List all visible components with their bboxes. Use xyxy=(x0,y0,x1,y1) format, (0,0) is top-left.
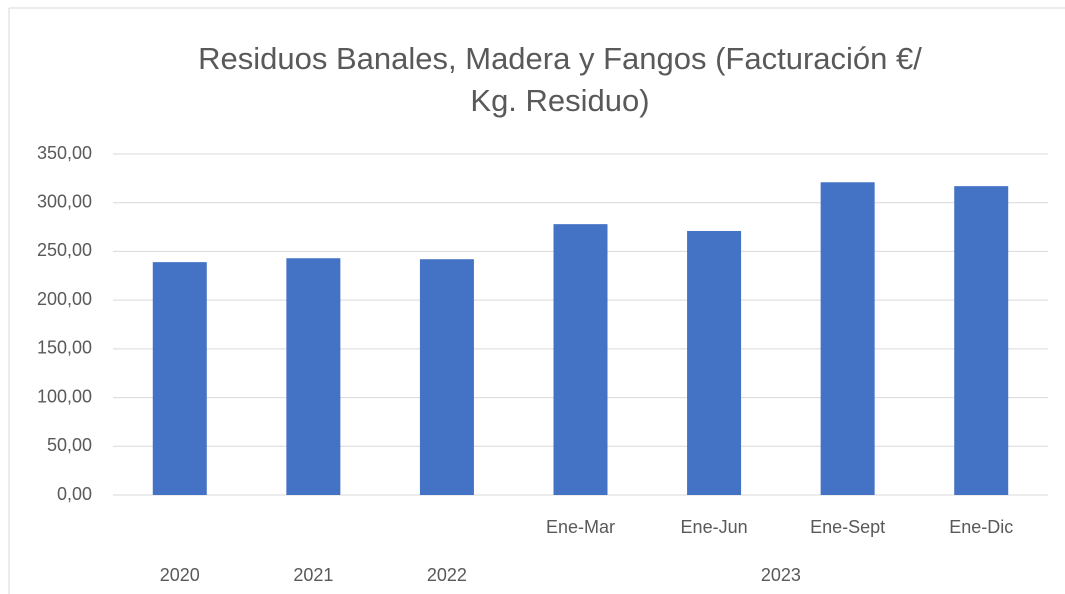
bar xyxy=(820,182,875,496)
y-tick-label: 100,00 xyxy=(37,386,92,406)
bar xyxy=(553,224,608,496)
chart-title: Residuos Banales, Madera y Fangos (Factu… xyxy=(198,41,922,118)
bar xyxy=(286,258,341,495)
x-group-label: 2022 xyxy=(427,565,467,585)
bar xyxy=(419,259,474,495)
x-group-label: 2021 xyxy=(293,565,333,585)
x-tick-label: Ene-Dic xyxy=(949,517,1013,537)
y-tick-label: 150,00 xyxy=(37,338,92,358)
y-tick-label: 200,00 xyxy=(37,289,92,309)
y-tick-label: 0,00 xyxy=(57,484,92,504)
x-group-label: 2020 xyxy=(160,565,200,585)
x-tick-label: Ene-Sept xyxy=(810,517,885,537)
bar xyxy=(954,186,1009,495)
y-tick-label: 350,00 xyxy=(37,143,92,163)
bar xyxy=(152,262,207,495)
y-tick-label: 250,00 xyxy=(37,240,92,260)
x-tick-label: Ene-Mar xyxy=(546,517,615,537)
bar xyxy=(687,230,742,495)
x-tick-label: Ene-Jun xyxy=(681,517,748,537)
y-tick-label: 50,00 xyxy=(47,435,92,455)
x-group-label: 2023 xyxy=(761,565,801,585)
y-tick-label: 300,00 xyxy=(37,191,92,211)
